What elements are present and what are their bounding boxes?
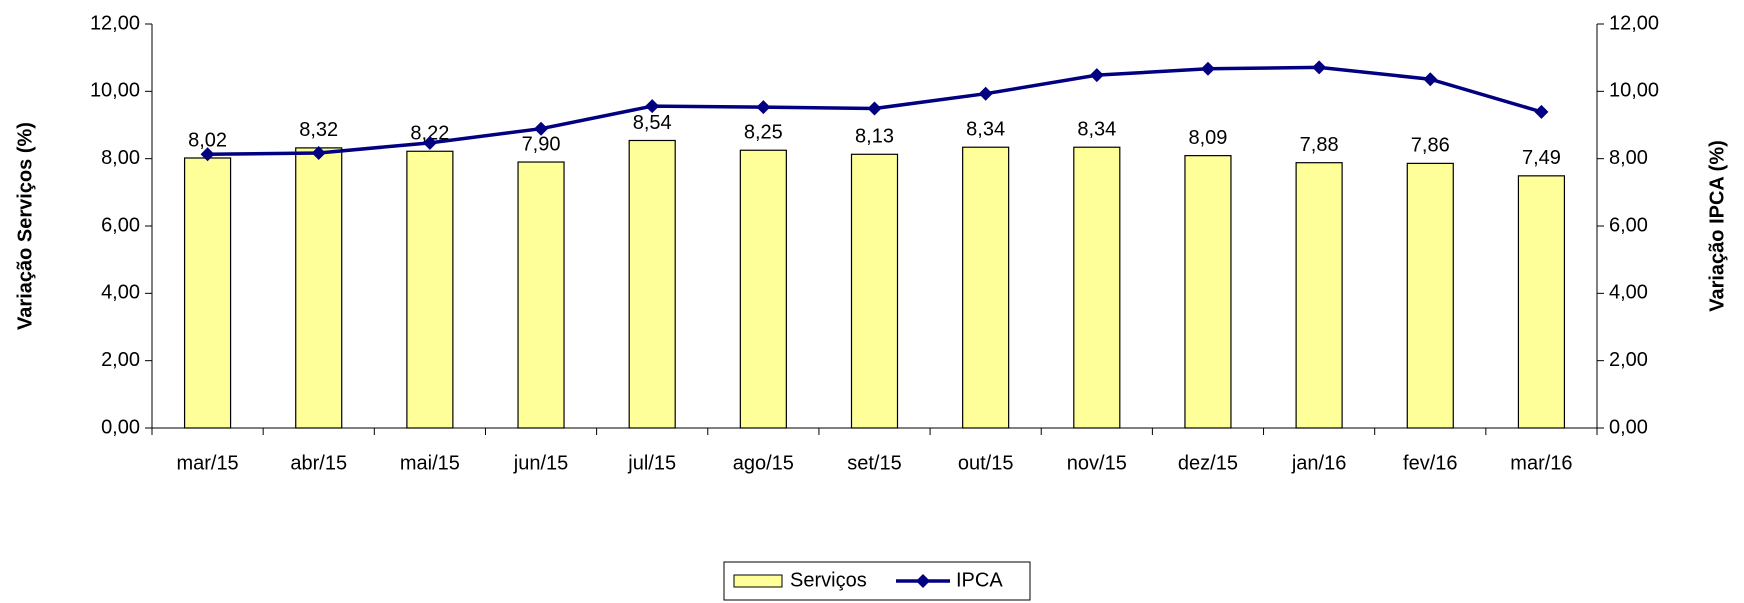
data-label: 7,49 <box>1522 147 1561 169</box>
marker <box>1089 68 1104 83</box>
x-tick-label: abr/15 <box>290 452 347 474</box>
bar <box>962 146 1010 429</box>
legend-marker <box>916 574 930 588</box>
y-tick-label: 8,00 <box>101 147 140 169</box>
data-label: 7,88 <box>1300 134 1339 156</box>
bar <box>406 150 454 429</box>
x-tick-label: fev/16 <box>1403 452 1457 474</box>
legend-label: Serviços <box>790 569 867 591</box>
bar <box>1295 162 1343 429</box>
y2-tick-label: 8,00 <box>1609 147 1648 169</box>
y-tick-label: 6,00 <box>101 214 140 236</box>
data-label: 8,09 <box>1188 127 1227 149</box>
x-tick-label: jan/16 <box>1291 452 1347 474</box>
y-tick-label: 10,00 <box>90 80 140 102</box>
x-tick-label: mar/16 <box>1510 452 1572 474</box>
y2-tick-label: 6,00 <box>1609 214 1648 236</box>
bar <box>1517 175 1566 429</box>
marker <box>978 86 993 101</box>
marker <box>1534 104 1549 119</box>
marker <box>867 101 882 116</box>
x-tick-label: mai/15 <box>400 452 460 474</box>
y2-tick-label: 4,00 <box>1609 282 1648 304</box>
y2-axis-title: Variação IPCA (%) <box>1706 140 1728 312</box>
data-label: 8,25 <box>744 122 783 144</box>
data-label: 8,02 <box>188 129 227 151</box>
bar <box>1073 146 1121 429</box>
y-axis-title: Variação Serviços (%) <box>14 122 36 330</box>
y-tick-label: 0,00 <box>101 416 140 438</box>
y2-tick-label: 10,00 <box>1609 80 1659 102</box>
marker <box>422 135 437 150</box>
bar <box>295 147 343 429</box>
y2-tick-label: 2,00 <box>1609 349 1648 371</box>
bar <box>850 153 899 429</box>
bar <box>628 139 676 429</box>
x-tick-label: ago/15 <box>733 452 794 474</box>
x-tick-label: dez/15 <box>1178 452 1238 474</box>
marker <box>534 121 549 136</box>
bar <box>1406 162 1454 429</box>
bar <box>1184 155 1232 429</box>
marker <box>756 100 771 115</box>
marker <box>311 145 326 160</box>
data-label: 8,13 <box>855 126 894 148</box>
y-tick-label: 4,00 <box>101 282 140 304</box>
y-tick-label: 2,00 <box>101 349 140 371</box>
bar <box>517 161 565 429</box>
legend-swatch <box>733 574 783 588</box>
data-label: 8,32 <box>299 119 338 141</box>
y2-tick-label: 0,00 <box>1609 416 1648 438</box>
x-tick-label: set/15 <box>847 452 901 474</box>
x-tick-label: jun/15 <box>513 452 569 474</box>
marker <box>1312 60 1327 75</box>
x-tick-label: out/15 <box>958 452 1014 474</box>
data-label: 7,90 <box>522 133 561 155</box>
data-label: 8,34 <box>1077 119 1116 141</box>
marker <box>1200 61 1215 76</box>
x-tick-label: nov/15 <box>1067 452 1127 474</box>
x-tick-label: mar/15 <box>176 452 238 474</box>
marker <box>200 147 215 162</box>
marker <box>645 99 660 114</box>
bar <box>183 157 232 429</box>
marker <box>1423 72 1438 87</box>
data-label: 8,34 <box>966 119 1005 141</box>
data-label: 8,22 <box>410 123 449 145</box>
y-tick-label: 12,00 <box>90 12 140 34</box>
y2-tick-label: 12,00 <box>1609 12 1659 34</box>
bar <box>739 149 787 429</box>
data-label: 8,54 <box>633 112 672 134</box>
x-tick-label: jul/15 <box>627 452 676 474</box>
data-label: 7,86 <box>1411 135 1450 157</box>
legend-label: IPCA <box>956 569 1003 591</box>
